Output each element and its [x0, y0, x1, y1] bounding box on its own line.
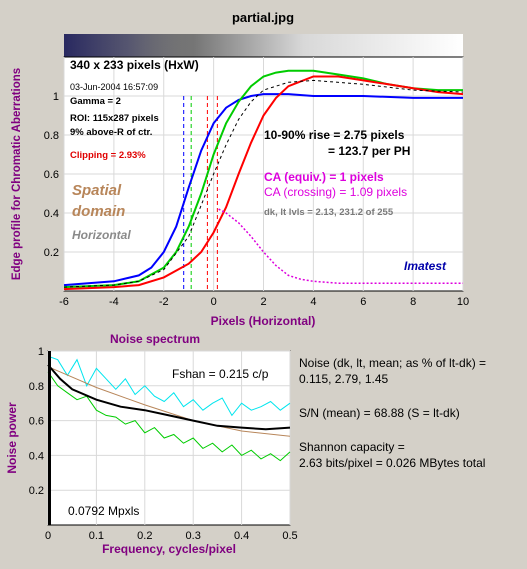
spatial-label: Spatial [72, 182, 122, 199]
noise-y-tick-1: 0.8 [29, 381, 44, 393]
ca-equiv-text: CA (equiv.) = 1 pixels [264, 170, 384, 184]
edge-profile-chart: -6 -4 -2 0 2 4 6 8 10 1 0.8 0.6 0.4 0.2 Edge profile… [11, 34, 469, 328]
shannon-label: Shannon capacity = [299, 440, 405, 454]
mpxls-text: 0.0792 Mpxls [68, 504, 139, 518]
noise-y-tick-3: 0.4 [29, 450, 44, 462]
imatest-brand: Imatest [404, 259, 447, 273]
figure-title: partial.jpg [232, 10, 294, 25]
noise-x-tick-4: 0.4 [234, 530, 249, 542]
noise-plot-area [47, 350, 291, 526]
noise-x-tick-5: 0.5 [282, 530, 297, 542]
noise-info-line-1: Noise (dk, lt, mean; as % of lt-dk) = [299, 356, 487, 370]
noise-y-tick-0: 1 [38, 346, 44, 358]
edge-y-tick-labels: 1 0.8 0.6 0.4 0.2 [44, 91, 59, 259]
edge-y-tick-0: 1 [53, 91, 59, 103]
edge-y-tick-4: 0.2 [44, 247, 59, 259]
noise-x-tick-3: 0.3 [186, 530, 201, 542]
direction-label: Horizontal [72, 228, 131, 242]
rise-text: 10-90% rise = 2.75 pixels [264, 128, 405, 142]
edge-x-tick-6: 6 [360, 296, 366, 308]
noise-info-line-2: 0.115, 2.79, 1.45 [299, 372, 389, 386]
edge-series-dashed [63, 79, 464, 288]
noise-spectrum-chart: Noise spectrum 0 0.1 0.2 0.3 0.4 0.5 1 0.8 0.6 0… [5, 332, 298, 556]
roi-position-text: 9% above-R of ctr. [70, 127, 152, 138]
image-size-text: 340 x 233 pixels (HxW) [70, 58, 199, 72]
rise-per-ph-text: = 123.7 per PH [328, 144, 410, 158]
edge-y-tick-3: 0.4 [44, 208, 59, 220]
edge-x-tick-labels: -6 -4 -2 0 2 4 6 8 10 [59, 296, 469, 308]
noise-series-black [47, 364, 291, 431]
edge-x-tick-1: -4 [109, 296, 119, 308]
clipping-text: Clipping = 2.93% [70, 150, 146, 161]
noise-series-brown [47, 366, 291, 437]
edge-x-tick-8: 10 [457, 296, 469, 308]
edge-series-red [63, 75, 464, 291]
edge-profile-lines [63, 69, 464, 291]
noise-y-tick-2: 0.6 [29, 416, 44, 428]
edge-y-tick-2: 0.6 [44, 169, 59, 181]
edge-x-tick-2: -2 [159, 296, 169, 308]
snr-text: S/N (mean) = 68.88 (S = lt-dk) [299, 406, 460, 420]
noise-y-axis-label: Noise power [5, 402, 19, 474]
edge-y-axis-label: Edge profile for Chromatic Aberrations [11, 68, 23, 280]
noise-dc-bar [48, 351, 51, 525]
edge-x-axis-label: Pixels (Horizontal) [211, 314, 316, 328]
edge-x-tick-7: 8 [410, 296, 416, 308]
fshan-text: Fshan = 0.215 c/p [172, 367, 269, 381]
noise-x-tick-0: 0 [45, 530, 51, 542]
noise-x-tick-labels: 0 0.1 0.2 0.3 0.4 0.5 [45, 530, 298, 542]
roi-text: ROI: 115x287 pixels [70, 113, 159, 124]
noise-y-tick-4: 0.2 [29, 485, 44, 497]
noise-x-axis-label: Frequency, cycles/pixel [102, 542, 236, 556]
ca-crossing-text: CA (crossing) = 1.09 pixels [264, 185, 407, 199]
noise-spectrum-lines [47, 355, 291, 462]
noise-x-tick-1: 0.1 [89, 530, 104, 542]
gamma-text: Gamma = 2 [70, 96, 121, 107]
edge-gradient-tint [64, 34, 194, 57]
edge-crossing-markers [183, 96, 218, 291]
noise-x-tick-2: 0.2 [137, 530, 152, 542]
noise-series-cyan [47, 355, 291, 417]
edge-x-tick-3: 0 [211, 296, 217, 308]
noise-y-tick-labels: 1 0.8 0.6 0.4 0.2 [29, 346, 44, 497]
edge-x-tick-4: 2 [260, 296, 266, 308]
timestamp-text: 03-Jun-2004 16:57:09 [70, 82, 158, 92]
edge-series-blue [63, 93, 463, 287]
edge-x-tick-0: -6 [59, 296, 69, 308]
domain-label: domain [72, 203, 125, 220]
noise-series-green [47, 371, 291, 462]
levels-text: dk, lt lvls = 2.13, 231.2 of 255 [264, 207, 394, 218]
edge-x-tick-5: 4 [310, 296, 316, 308]
shannon-value: 2.63 bits/pixel = 0.026 MBytes total [299, 456, 486, 470]
edge-y-tick-1: 0.8 [44, 130, 59, 142]
noise-chart-title: Noise spectrum [110, 332, 200, 346]
